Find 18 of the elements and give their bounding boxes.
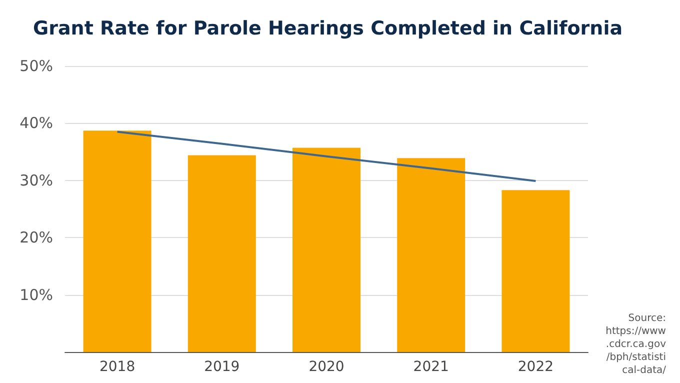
bar <box>188 155 256 352</box>
bar <box>502 190 570 352</box>
bar <box>397 158 466 352</box>
y-tick-label: 10% <box>20 286 53 304</box>
y-tick-label: 20% <box>20 228 53 247</box>
bar <box>292 148 360 352</box>
x-tick-label: 2020 <box>308 359 344 375</box>
x-tick-label: 2021 <box>413 359 449 375</box>
y-tick-label: 40% <box>20 114 53 132</box>
chart-title: Grant Rate for Parole Hearings Completed in California <box>33 18 623 40</box>
line-series <box>116 130 537 182</box>
x-tick-label: 2019 <box>204 359 240 375</box>
y-tick-label: 30% <box>20 171 53 190</box>
x-tick-label: 2018 <box>99 359 136 375</box>
y-tick-label: 50% <box>20 57 53 75</box>
x-tick-label: 2022 <box>518 359 554 375</box>
bar <box>83 130 152 352</box>
source-note: Source: https://www.cdcr.ca.gov/bph/statistical-data/ <box>604 312 666 377</box>
